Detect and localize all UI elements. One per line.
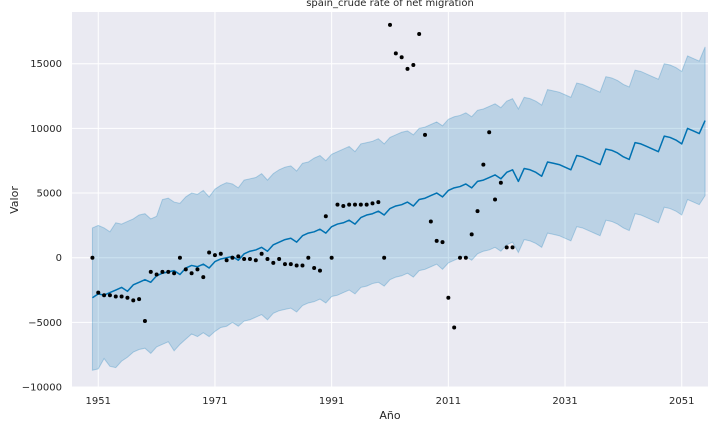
observed-point: [405, 66, 410, 71]
observed-point: [341, 203, 346, 208]
observed-point: [277, 256, 282, 261]
observed-point: [177, 255, 182, 260]
observed-point: [434, 238, 439, 243]
observed-point: [475, 209, 480, 214]
observed-point: [364, 202, 369, 207]
observed-point: [446, 295, 451, 300]
x-tick-label: 1971: [202, 396, 227, 407]
observed-point: [119, 294, 124, 299]
x-axis-label: Año: [379, 409, 400, 422]
observed-point: [242, 256, 247, 261]
observed-point: [335, 202, 340, 207]
observed-point: [224, 258, 229, 263]
observed-point: [399, 55, 404, 60]
observed-point: [423, 132, 428, 137]
observed-point: [96, 290, 101, 295]
uncertainty-band: [91, 46, 706, 371]
observed-points: [90, 22, 515, 330]
observed-point: [166, 269, 171, 274]
plot-background: [72, 12, 708, 387]
observed-point: [487, 130, 492, 135]
observed-point: [201, 275, 206, 280]
y-tick-label: −10000: [22, 383, 62, 394]
x-tick-label: 2051: [669, 396, 694, 407]
observed-point: [352, 202, 357, 207]
observed-point: [347, 202, 352, 207]
observed-point: [247, 256, 252, 261]
y-axis-label: Valor: [8, 186, 21, 214]
observed-point: [230, 255, 235, 260]
observed-point: [300, 263, 305, 268]
observed-point: [107, 293, 112, 298]
x-tick-label: 2011: [436, 396, 461, 407]
observed-point: [160, 269, 165, 274]
observed-point: [195, 267, 200, 272]
x-tick-label: 1991: [319, 396, 344, 407]
y-tick-label: −5000: [28, 318, 62, 329]
observed-point: [458, 255, 463, 260]
observed-point: [411, 63, 416, 68]
observed-point: [388, 22, 392, 27]
observed-point: [236, 254, 241, 259]
observed-point: [452, 325, 457, 330]
observed-point: [329, 255, 334, 260]
observed-point: [358, 202, 363, 207]
observed-point: [463, 255, 468, 260]
observed-point: [142, 319, 147, 324]
plot-area: 1951 1971 1991 2011 2031 2051 −10000 −5000 0 5000…: [22, 12, 708, 407]
observed-point: [370, 201, 375, 206]
observed-point: [259, 251, 264, 256]
observed-point: [393, 51, 398, 56]
observed-point: [510, 245, 515, 250]
observed-point: [376, 200, 381, 205]
observed-point: [212, 253, 217, 258]
observed-point: [90, 255, 95, 260]
observed-point: [417, 31, 422, 36]
forecast-line: [92, 120, 706, 299]
observed-point: [294, 263, 299, 268]
observed-point: [481, 162, 486, 167]
observed-point: [498, 180, 503, 185]
observed-point: [172, 271, 177, 276]
observed-point: [148, 269, 153, 274]
observed-point: [218, 251, 223, 256]
observed-point: [183, 267, 188, 272]
chart-title: spain_crude rate of net migration: [306, 0, 474, 9]
observed-point: [312, 266, 317, 271]
observed-point: [323, 214, 328, 219]
observed-point: [125, 295, 130, 300]
x-tick-label: 1951: [86, 396, 111, 407]
observed-point: [113, 294, 118, 299]
grid-lines: [72, 12, 708, 388]
observed-point: [382, 255, 387, 260]
observed-point: [288, 262, 293, 267]
tick-labels: 1951 1971 1991 2011 2031 2051 −10000 −5000 0 5000…: [22, 59, 695, 407]
observed-point: [469, 232, 474, 237]
observed-point: [137, 297, 142, 302]
y-tick-label: 15000: [30, 59, 62, 70]
observed-point: [317, 268, 322, 273]
observed-point: [102, 293, 107, 298]
y-tick-label: 5000: [37, 189, 62, 200]
observed-point: [207, 250, 212, 255]
observed-point: [282, 262, 287, 267]
observed-point: [504, 245, 509, 250]
y-tick-label: 10000: [30, 124, 62, 135]
observed-point: [154, 272, 159, 277]
observed-point: [493, 197, 498, 202]
observed-point: [428, 219, 433, 224]
observed-point: [271, 260, 276, 265]
observed-point: [265, 256, 270, 261]
observed-point: [189, 271, 194, 276]
observed-point: [306, 255, 311, 260]
observed-point: [440, 240, 445, 245]
observed-point: [131, 298, 136, 303]
observed-point: [253, 258, 258, 263]
x-tick-label: 2031: [552, 396, 577, 407]
y-tick-label: 0: [56, 253, 62, 264]
